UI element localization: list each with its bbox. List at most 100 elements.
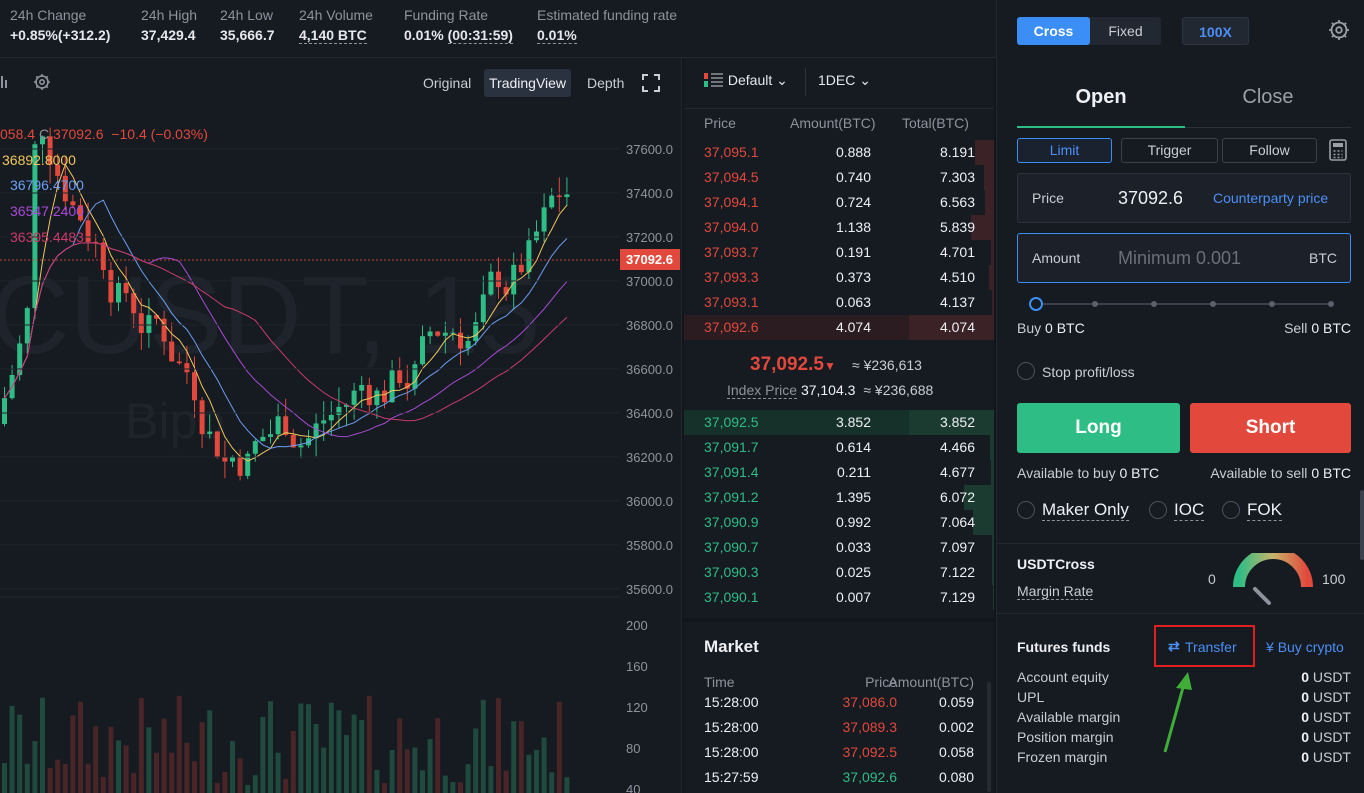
- candle-body: [382, 390, 387, 403]
- calculator-icon[interactable]: [1329, 139, 1347, 164]
- candlestick-chart[interactable]: CUSDT, 15 Bipo 37600.0 37400.0 37200.0 3700…: [0, 58, 682, 793]
- tab-open[interactable]: Open: [1075, 86, 1127, 108]
- amount-slider-handle[interactable]: [1029, 297, 1043, 311]
- tab-depth[interactable]: Depth: [587, 75, 625, 91]
- fok-radio[interactable]: [1222, 501, 1240, 519]
- volume-tick: 200: [626, 618, 648, 633]
- price-tick: 36800.0: [626, 318, 673, 333]
- short-button[interactable]: Short: [1190, 403, 1351, 453]
- volume-bar: [108, 726, 114, 793]
- buy-crypto-button[interactable]: ¥ Buy crypto: [1266, 639, 1344, 655]
- tab-close[interactable]: Close: [1242, 86, 1294, 108]
- book-row[interactable]: 37,090.9 0.992 7.064: [684, 510, 994, 535]
- candle-body: [161, 318, 167, 342]
- tab-original[interactable]: Original: [423, 75, 472, 91]
- leverage-button[interactable]: 100X: [1182, 17, 1249, 45]
- price-tick: 37400.0: [626, 186, 673, 201]
- slider-tick[interactable]: [1328, 301, 1334, 307]
- slider-tick[interactable]: [1210, 301, 1216, 307]
- book-row[interactable]: 37,092.5 3.852 3.852: [684, 410, 994, 435]
- tab-tradingview[interactable]: TradingView: [484, 69, 572, 97]
- amount-field[interactable]: Amount Minimum 0.001 BTC: [1017, 233, 1351, 283]
- scrollbar[interactable]: [987, 682, 991, 792]
- amount-input[interactable]: Minimum 0.001: [1118, 248, 1242, 268]
- counterparty-price-button[interactable]: Counterparty price: [1213, 190, 1329, 206]
- last-price-cny: ≈ ¥236,613: [852, 357, 922, 373]
- slider-tick[interactable]: [1269, 301, 1275, 307]
- row-price: 37,094.0: [704, 219, 759, 235]
- candle-body: [564, 194, 570, 198]
- book-row[interactable]: 37,091.7 0.614 4.466: [684, 435, 994, 460]
- volume-bar: [47, 767, 53, 793]
- slider-tick[interactable]: [1092, 301, 1098, 307]
- slider-tick[interactable]: [1151, 301, 1157, 307]
- volume-tick: 160: [626, 659, 648, 674]
- chevron-down-icon: ⌄: [776, 72, 788, 88]
- stop-profit-loss-checkbox[interactable]: [1017, 362, 1035, 380]
- order-type-follow[interactable]: Follow: [1222, 138, 1317, 163]
- book-row[interactable]: 37,091.2 1.395 6.072: [684, 485, 994, 510]
- volume-bar: [374, 769, 380, 793]
- price-tick: 37200.0: [626, 230, 673, 245]
- close-value: 37092.6: [52, 126, 104, 142]
- book-row[interactable]: 37,093.7 0.191 4.701: [684, 240, 994, 265]
- indicator-icon[interactable]: [0, 74, 10, 93]
- row-price: 37,090.7: [704, 539, 759, 555]
- book-row[interactable]: 37,090.7 0.033 7.097: [684, 535, 994, 560]
- volume-bar: [382, 783, 387, 793]
- volume-bar: [24, 763, 30, 793]
- book-row[interactable]: 37,094.1 0.724 6.563: [684, 190, 994, 215]
- settings-gear-icon[interactable]: [1328, 19, 1350, 44]
- volume-bar: [275, 752, 281, 793]
- book-view-select[interactable]: Default ⌄: [704, 72, 788, 89]
- trade-amount: 0.002: [938, 719, 974, 735]
- maker-only-radio[interactable]: [1017, 501, 1035, 519]
- trade-amount: 0.080: [938, 769, 974, 785]
- price-field[interactable]: Price 37092.6 Counterparty price: [1017, 173, 1351, 223]
- candle-body: [404, 382, 410, 389]
- long-button[interactable]: Long: [1017, 403, 1180, 453]
- transfer-button[interactable]: ⇄ Transfer: [1154, 625, 1255, 667]
- maker-only-label: Maker Only: [1042, 500, 1129, 521]
- book-row[interactable]: 37,092.6 4.074 4.074: [684, 315, 994, 340]
- volume-bar: [351, 714, 357, 793]
- scrollbar[interactable]: [1360, 490, 1364, 560]
- order-type-trigger[interactable]: Trigger: [1121, 138, 1218, 163]
- depth-bar: [992, 535, 994, 560]
- book-row[interactable]: 37,093.3 0.373 4.510: [684, 265, 994, 290]
- book-row[interactable]: 37,090.1 0.007 7.129: [684, 585, 994, 610]
- book-row[interactable]: 37,094.0 1.138 5.839: [684, 215, 994, 240]
- volume-bar: [199, 722, 205, 793]
- volume-bar: [237, 758, 243, 793]
- margin-rate-gauge: [1233, 553, 1313, 605]
- arrow-down-icon: ▼: [823, 359, 836, 373]
- volume-bar: [321, 747, 327, 793]
- amount-slider-track[interactable]: [1033, 303, 1329, 305]
- price-tick: 35600.0: [626, 582, 673, 597]
- cross-button[interactable]: Cross: [1017, 17, 1090, 45]
- volume-bar: [32, 741, 38, 793]
- volume-bar: [93, 726, 99, 793]
- chart-settings-icon[interactable]: [33, 73, 51, 94]
- price-input[interactable]: 37092.6: [1118, 188, 1182, 208]
- fund-label: UPL: [1017, 689, 1045, 705]
- book-row[interactable]: 37,095.1 0.888 8.191: [684, 140, 994, 165]
- ma-line-4: [4, 242, 568, 422]
- depth-bar: [993, 585, 994, 610]
- book-row[interactable]: 37,090.3 0.025 7.122: [684, 560, 994, 585]
- row-amount: 0.614: [835, 439, 871, 455]
- fund-unit: USDT: [1312, 689, 1351, 705]
- ioc-radio[interactable]: [1149, 501, 1167, 519]
- order-type-limit[interactable]: Limit: [1017, 138, 1112, 163]
- candle-body: [17, 343, 23, 375]
- book-row[interactable]: 37,093.1 0.063 4.137: [684, 290, 994, 315]
- candle-body: [427, 331, 433, 337]
- book-row[interactable]: 37,094.5 0.740 7.303: [684, 165, 994, 190]
- depth-bar: [984, 165, 994, 190]
- precision-select[interactable]: 1DEC ⌄: [818, 72, 871, 89]
- trade-price: 37,086.0: [842, 694, 898, 710]
- fullscreen-icon[interactable]: [642, 74, 660, 95]
- book-row[interactable]: 37,091.4 0.211 4.677: [684, 460, 994, 485]
- ma-line-2: [4, 199, 568, 449]
- fixed-button[interactable]: Fixed: [1108, 23, 1143, 39]
